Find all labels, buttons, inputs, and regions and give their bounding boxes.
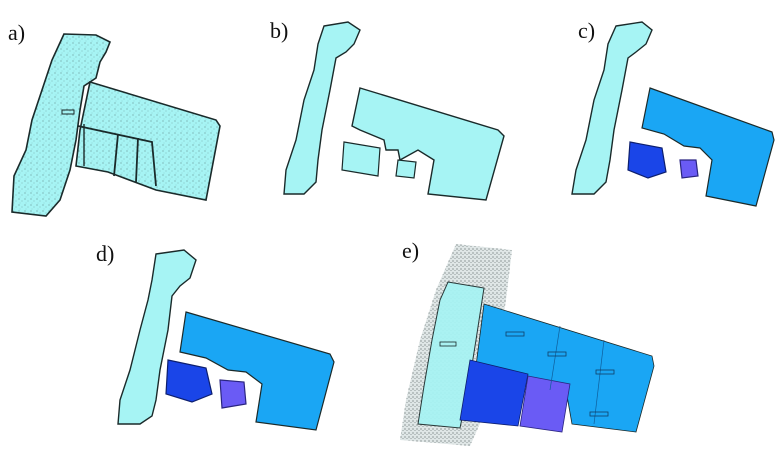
panel-d-room-violet xyxy=(219,379,247,409)
panel-c-main-room xyxy=(641,87,775,207)
panel-d-corridor xyxy=(117,249,197,425)
panel-b-corridor xyxy=(283,21,361,195)
panel-a-wall-1 xyxy=(113,133,119,177)
panel-d xyxy=(117,249,335,431)
panel-e-grid-2 xyxy=(593,339,605,425)
panel-a xyxy=(11,33,221,217)
panel-b-room-1 xyxy=(341,141,381,177)
panel-a-wall-2 xyxy=(135,137,139,183)
panel-a-texture xyxy=(12,34,220,216)
panel-e-light-1 xyxy=(439,341,457,347)
panel-c-corridor xyxy=(571,21,653,195)
panel-a-room-divider xyxy=(77,125,157,187)
panel-label-c: c) xyxy=(578,18,596,43)
panel-e-room-dark xyxy=(459,359,529,427)
panel-e xyxy=(400,244,655,446)
panel-e-light-5 xyxy=(589,411,609,417)
panel-e-room-violet xyxy=(519,375,571,433)
panel-label-d: d) xyxy=(96,241,115,266)
panel-e-light-3 xyxy=(547,351,567,357)
panel-e-light-4 xyxy=(595,369,615,375)
panel-label-b: b) xyxy=(270,18,289,43)
panel-b-main-region xyxy=(351,87,505,201)
panel-d-room-dark xyxy=(165,359,213,403)
panel-label-e: e) xyxy=(402,238,420,263)
panel-c-room-violet xyxy=(679,159,699,179)
panel-e-grid-1 xyxy=(549,325,561,391)
panel-b-room-2 xyxy=(395,159,417,179)
panel-b xyxy=(283,21,505,201)
panel-c xyxy=(571,21,775,207)
panel-c-room-dark xyxy=(627,141,667,179)
panel-d-main-room xyxy=(179,311,335,431)
panel-a-light xyxy=(61,109,75,115)
panel-e-light-2 xyxy=(505,331,525,337)
panel-label-a: a) xyxy=(8,20,26,45)
